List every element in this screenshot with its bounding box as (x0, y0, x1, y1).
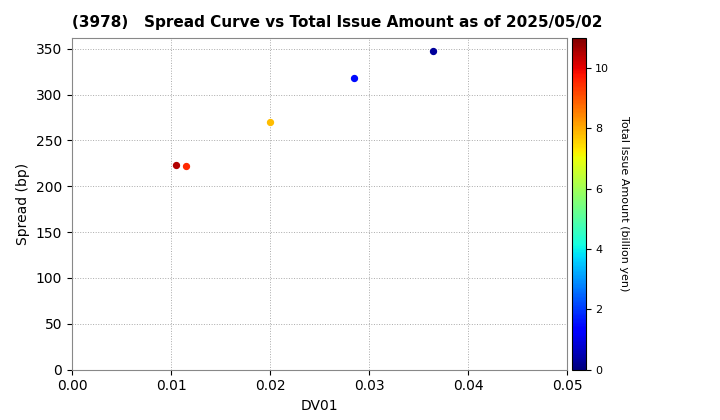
Point (170, 162, 181, 168)
Point (428, 47, 439, 54)
Y-axis label: Spread (bp): Spread (bp) (17, 163, 30, 245)
Point (264, 119, 276, 126)
X-axis label: DV01: DV01 (301, 399, 338, 413)
Point (348, 75, 360, 81)
Text: (3978)   Spread Curve vs Total Issue Amount as of 2025/05/02: (3978) Spread Curve vs Total Issue Amoun… (72, 15, 603, 30)
Y-axis label: Total Issue Amount (billion yen): Total Issue Amount (billion yen) (618, 116, 629, 291)
Point (180, 163, 192, 170)
